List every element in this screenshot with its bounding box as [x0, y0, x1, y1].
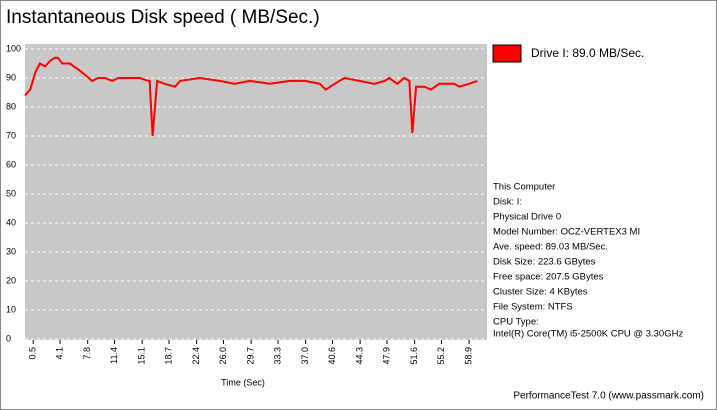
x-tick-label: 0.5	[28, 347, 38, 360]
x-tick-label: 33.3	[272, 347, 282, 365]
x-tick-label: 7.8	[82, 347, 92, 360]
y-tick-label: 0	[6, 333, 11, 343]
data-line	[24, 56, 478, 137]
footer: PerformanceTest 7.0 (www.passmark.com)	[513, 391, 704, 402]
x-tick-label: 11.4	[109, 347, 119, 364]
x-tick-label: 18.7	[163, 347, 173, 365]
info-line: Ave. speed: 89.03 MB/Sec.	[493, 242, 608, 253]
info-line: This Computer	[493, 182, 555, 193]
x-tick-label: 55.2	[436, 347, 446, 365]
info-line: Cluster Size: 4 KBytes	[493, 287, 588, 298]
y-tick-label: 90	[6, 72, 16, 82]
x-tick-label: 4.1	[54, 347, 64, 360]
info-line: Disk: I:	[493, 197, 522, 208]
legend-swatch	[492, 44, 522, 63]
info-line: Free space: 207.5 GBytes	[493, 272, 604, 283]
x-tick-label: 44.3	[354, 347, 364, 365]
x-tick-label: 22.4	[191, 347, 201, 365]
x-tick-label: 58.9	[463, 347, 473, 365]
x-tick-label: 15.1	[137, 347, 147, 365]
y-tick-label: 100	[6, 43, 21, 53]
info-line: Model Number: OCZ-VERTEX3 MI	[493, 227, 640, 238]
x-tick-label: 29.7	[246, 347, 256, 365]
info-line: Physical Drive 0	[493, 212, 561, 223]
x-tick-label: 51.6	[409, 347, 419, 365]
x-tick-label: 47.9	[381, 347, 391, 365]
x-tick-label: 37.0	[300, 347, 310, 365]
info-line: Intel(R) Core(TM) i5-2500K CPU @ 3.30GHz	[493, 329, 683, 340]
x-axis-label: Time (Sec)	[221, 377, 265, 387]
y-tick-label: 80	[6, 101, 16, 111]
info-line: Disk Size: 223.6 GBytes	[493, 257, 596, 268]
x-tick-label: 40.6	[327, 347, 337, 365]
legend-label: Drive I: 89.0 MB/Sec.	[531, 46, 644, 60]
y-tick-label: 20	[6, 275, 16, 285]
chart-title: Instantaneous Disk speed ( MB/Sec.)	[6, 7, 320, 28]
x-tick-label: 26.0	[218, 347, 228, 365]
y-tick-label: 10	[6, 304, 16, 314]
y-tick-label: 70	[6, 130, 16, 140]
y-tick-label: 30	[6, 246, 16, 256]
plot-area	[25, 44, 487, 340]
y-tick-label: 60	[6, 159, 16, 169]
info-line: File System: NTFS	[493, 302, 573, 313]
y-tick-label: 50	[6, 188, 16, 198]
y-tick-label: 40	[6, 217, 16, 227]
info-line: CPU Type:	[493, 317, 539, 328]
